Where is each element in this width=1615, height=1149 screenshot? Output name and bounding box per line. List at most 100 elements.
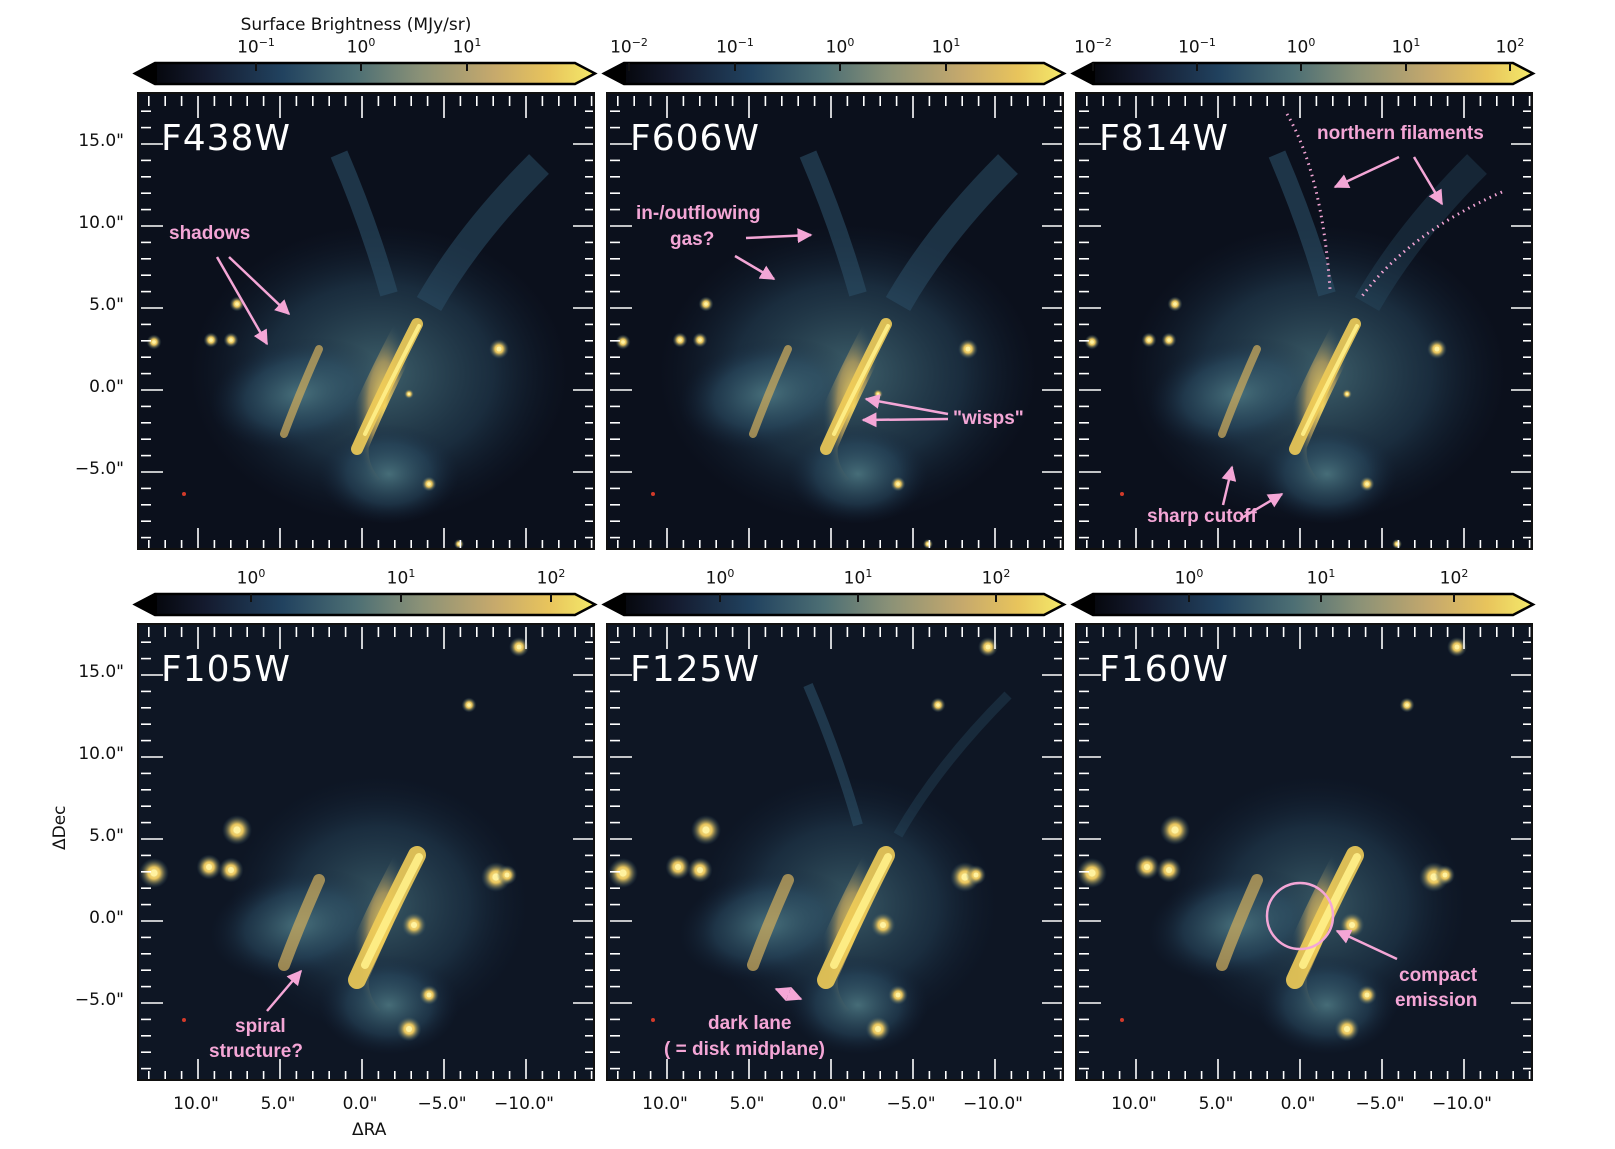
red-marker (182, 492, 186, 496)
x-tick-label: 0.0" (342, 1094, 378, 1114)
tick-exponent: −2 (1095, 36, 1112, 49)
colorbar-gradient (132, 61, 598, 86)
tick-base: 10 (536, 568, 559, 589)
colorbar-tick-label: 101 (387, 567, 416, 589)
tick-exponent: 0 (368, 36, 376, 49)
x-tick-label: −5.0" (1355, 1094, 1405, 1114)
tick-exponent: 2 (1461, 567, 1469, 580)
tick-exponent: −1 (1199, 36, 1216, 49)
panel-f438w: F438W shadows (137, 92, 595, 550)
nebula-image (139, 625, 593, 1079)
tick-base: 10 (843, 568, 866, 589)
colorbar-tick-label: 101 (453, 36, 482, 58)
y-axis-label: ΔDec (50, 805, 70, 850)
tick-exponent: −1 (258, 36, 275, 49)
tick-base: 10 (1391, 37, 1414, 58)
tick-exponent: 2 (1003, 567, 1011, 580)
x-tick-label: 5.0" (1198, 1094, 1234, 1114)
x-tick-label: −10.0" (1432, 1094, 1492, 1114)
tick-base: 10 (1074, 37, 1096, 58)
tick-exponent: 1 (865, 567, 873, 580)
panel-f814w: F814W northern filaments sharp cutoff (1075, 92, 1533, 550)
tick-exponent: 0 (1196, 567, 1204, 580)
colorbar-tick-label: 102 (982, 567, 1011, 589)
colorbar-tick-label: 10−2 (1074, 36, 1112, 58)
x-axis-label: ΔRA (352, 1120, 387, 1140)
tick-exponent: 1 (1328, 567, 1336, 580)
colorbar-f105w: 100 101 102 (132, 567, 598, 617)
colorbar-tick-label: 102 (1496, 36, 1525, 58)
tick-exponent: −1 (737, 36, 754, 49)
colorbar-gradient (1070, 61, 1536, 86)
tick-exponent: 0 (1308, 36, 1316, 49)
annotation-label: emission (1395, 990, 1478, 1011)
colorbar-gradient (601, 61, 1067, 86)
x-tick-label: −10.0" (494, 1094, 554, 1114)
x-tick-label: 10.0" (642, 1094, 688, 1114)
tick-base: 10 (1439, 568, 1462, 589)
nebula-image (1077, 625, 1531, 1079)
annotation-label: ( = disk midplane) (664, 1039, 826, 1060)
x-tick-label: 0.0" (1280, 1094, 1316, 1114)
annotation-label: dark lane (708, 1013, 792, 1034)
colorbar-tick-label: 100 (237, 567, 266, 589)
nebula-image (608, 94, 1062, 548)
colorbar-f160w: 100 101 102 (1070, 567, 1536, 617)
red-marker (1120, 1018, 1124, 1022)
y-tick-label: 0.0" (89, 377, 124, 397)
colorbar-gradient (132, 592, 598, 617)
colorbar-under-extend (135, 594, 157, 615)
tick-exponent: 2 (558, 567, 566, 580)
colorbar-title: Surface Brightness (MJy/sr) (240, 15, 472, 35)
red-marker (651, 1018, 655, 1022)
colorbar-tick-label: 100 (826, 36, 855, 58)
y-tick-label: −5.0" (74, 990, 124, 1010)
colorbar-tick-label: 101 (932, 36, 961, 58)
tick-base: 10 (237, 37, 259, 58)
panel-f125w: F125W dark lane ( = disk midplane) (606, 623, 1064, 1081)
filter-label: F125W (630, 649, 761, 690)
x-tick-label: 5.0" (260, 1094, 296, 1114)
tick-base: 10 (610, 37, 632, 58)
tick-exponent: 1 (474, 36, 482, 49)
tick-base: 10 (452, 37, 475, 58)
nebula-image (139, 94, 593, 548)
tick-base: 10 (386, 568, 409, 589)
tick-base: 10 (716, 37, 738, 58)
annotation-label: shadows (169, 223, 251, 244)
red-marker (1120, 492, 1124, 496)
tick-base: 10 (1306, 568, 1329, 589)
nebula-image (608, 625, 1062, 1079)
annotation-label: compact (1399, 965, 1478, 986)
y-tick-label: 0.0" (89, 908, 124, 928)
x-tick-label: −5.0" (886, 1094, 936, 1114)
colorbar-under-extend (1073, 63, 1095, 84)
y-tick-label: 10.0" (78, 213, 124, 233)
colorbar-tick-label: 102 (537, 567, 566, 589)
annotation-label: "wisps" (953, 408, 1024, 429)
colorbar-under-extend (604, 63, 626, 84)
tick-base: 10 (1178, 37, 1200, 58)
colorbar-tick-label: 102 (1440, 567, 1469, 589)
filter-label: F814W (1099, 118, 1230, 159)
annotation-label: northern filaments (1317, 123, 1484, 144)
x-tick-label: 10.0" (173, 1094, 219, 1114)
tick-exponent: 2 (1517, 36, 1525, 49)
annotation-label: gas? (670, 229, 715, 250)
y-tick-label: 5.0" (89, 295, 124, 315)
annotation-label: in-/outflowing (636, 203, 761, 224)
filter-label: F606W (630, 118, 761, 159)
tick-base: 10 (825, 37, 848, 58)
tick-exponent: −2 (631, 36, 648, 49)
x-tick-label: −5.0" (417, 1094, 467, 1114)
red-marker (651, 492, 655, 496)
colorbar-gradient (1070, 592, 1536, 617)
colorbar-tick-label: 10−1 (716, 36, 754, 58)
tick-base: 10 (981, 568, 1004, 589)
colorbar-tick-label: 101 (1307, 567, 1336, 589)
colorbar-tick-label: 101 (844, 567, 873, 589)
panel-f160w: F160W compact emission (1075, 623, 1533, 1081)
colorbar-f125w: 100 101 102 (601, 567, 1067, 617)
y-tick-label: 15.0" (78, 131, 124, 151)
annotation-label: spiral (235, 1016, 286, 1037)
